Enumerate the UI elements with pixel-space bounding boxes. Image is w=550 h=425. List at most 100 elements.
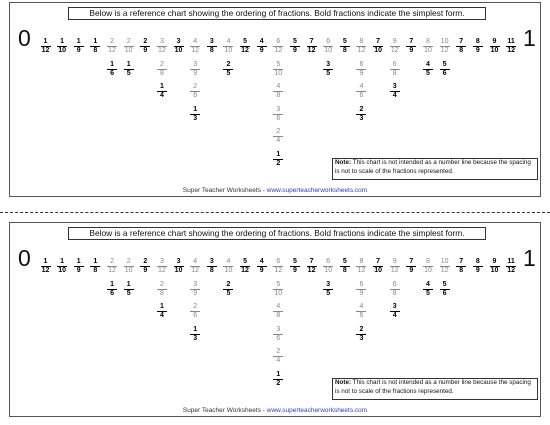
- numerator: 7: [459, 38, 464, 45]
- fraction-bar: [356, 288, 367, 290]
- numerator: 2: [126, 38, 131, 45]
- denominator: 10: [424, 47, 432, 54]
- numerator: 10: [440, 258, 449, 265]
- note-text: This chart is not intended as a number l…: [335, 159, 531, 175]
- numerator: 3: [392, 83, 397, 90]
- numerator: 3: [209, 258, 214, 265]
- fraction-2-10: 2 10: [122, 258, 136, 275]
- denominator: 12: [507, 267, 516, 274]
- fraction-bar: [439, 288, 450, 290]
- numerator: 5: [276, 60, 281, 68]
- denominator: 9: [259, 47, 264, 54]
- denominator: 12: [191, 267, 200, 274]
- numerator: 5: [442, 280, 447, 288]
- fraction-bar: [156, 266, 167, 267]
- denominator: 2: [276, 379, 281, 387]
- fraction-7-10: 7 10: [371, 38, 385, 55]
- fraction-5-10: 5 10: [271, 281, 285, 298]
- fraction-bar: [107, 266, 118, 267]
- denominator: 9: [76, 267, 81, 274]
- fraction-bar: [472, 46, 483, 47]
- fraction-bar: [356, 113, 367, 115]
- fraction-bar: [289, 46, 300, 47]
- numerator: 8: [475, 38, 480, 45]
- fraction-9-12: 9 12: [388, 258, 402, 275]
- denominator: 4: [159, 312, 164, 319]
- numerator: 2: [143, 38, 148, 45]
- denominator: 9: [76, 47, 81, 54]
- note-label: Note:: [335, 159, 352, 166]
- fraction-bar: [373, 266, 384, 267]
- numerator: 6: [359, 60, 364, 68]
- numerator: 1: [193, 325, 198, 333]
- denominator: 12: [440, 267, 449, 274]
- fraction-bar: [140, 266, 151, 267]
- denominator: 8: [93, 47, 98, 54]
- footer-link[interactable]: www.superteacherworksheets.com: [266, 187, 368, 194]
- numerator: 4: [193, 38, 198, 45]
- denominator: 12: [108, 267, 116, 274]
- numerator: 8: [426, 258, 430, 265]
- fraction-bar: [306, 266, 317, 267]
- fraction-7-10: 7 10: [371, 258, 385, 275]
- fraction-bar: [356, 266, 367, 267]
- fraction-bar: [489, 46, 500, 47]
- numerator: 6: [392, 280, 397, 288]
- numerator: 7: [309, 38, 314, 45]
- denominator: 12: [357, 47, 366, 54]
- denominator: 5: [326, 289, 331, 297]
- denominator: 4: [276, 137, 281, 144]
- numerator: 3: [176, 38, 181, 45]
- fraction-bar: [156, 68, 167, 70]
- denominator: 6: [359, 312, 364, 319]
- fraction-bar: [90, 46, 101, 47]
- one-label: 1: [523, 245, 536, 271]
- fraction-2-12: 2 12: [105, 38, 119, 55]
- fraction-bar: [240, 266, 251, 267]
- fraction-bar: [223, 266, 234, 267]
- cut-line: [0, 212, 550, 213]
- denominator: 12: [191, 47, 200, 54]
- denominator: 9: [259, 267, 264, 274]
- numerator: 3: [176, 258, 181, 265]
- fraction-bar: [156, 91, 167, 92]
- denominator: 9: [409, 267, 414, 274]
- numerator: 6: [359, 280, 364, 288]
- numerator: 2: [110, 258, 114, 265]
- numerator: 1: [43, 38, 48, 45]
- fraction-bar: [223, 288, 234, 290]
- denominator: 10: [424, 267, 432, 274]
- numerator: 4: [226, 258, 231, 265]
- numerator: 1: [159, 83, 164, 90]
- numerator: 8: [359, 258, 364, 265]
- fraction-bar: [256, 266, 267, 267]
- denominator: 8: [392, 69, 397, 77]
- denominator: 5: [226, 69, 231, 77]
- fraction-bar: [223, 68, 234, 70]
- fraction-bar: [506, 266, 517, 267]
- fraction-bar: [389, 68, 400, 70]
- fraction-bar: [156, 46, 167, 47]
- denominator: 10: [374, 47, 382, 54]
- numerator: 5: [342, 38, 347, 45]
- denominator: 10: [490, 267, 499, 274]
- footer-link[interactable]: www.superteacherworksheets.com: [266, 407, 368, 414]
- fraction-1-10: 1 10: [55, 38, 69, 55]
